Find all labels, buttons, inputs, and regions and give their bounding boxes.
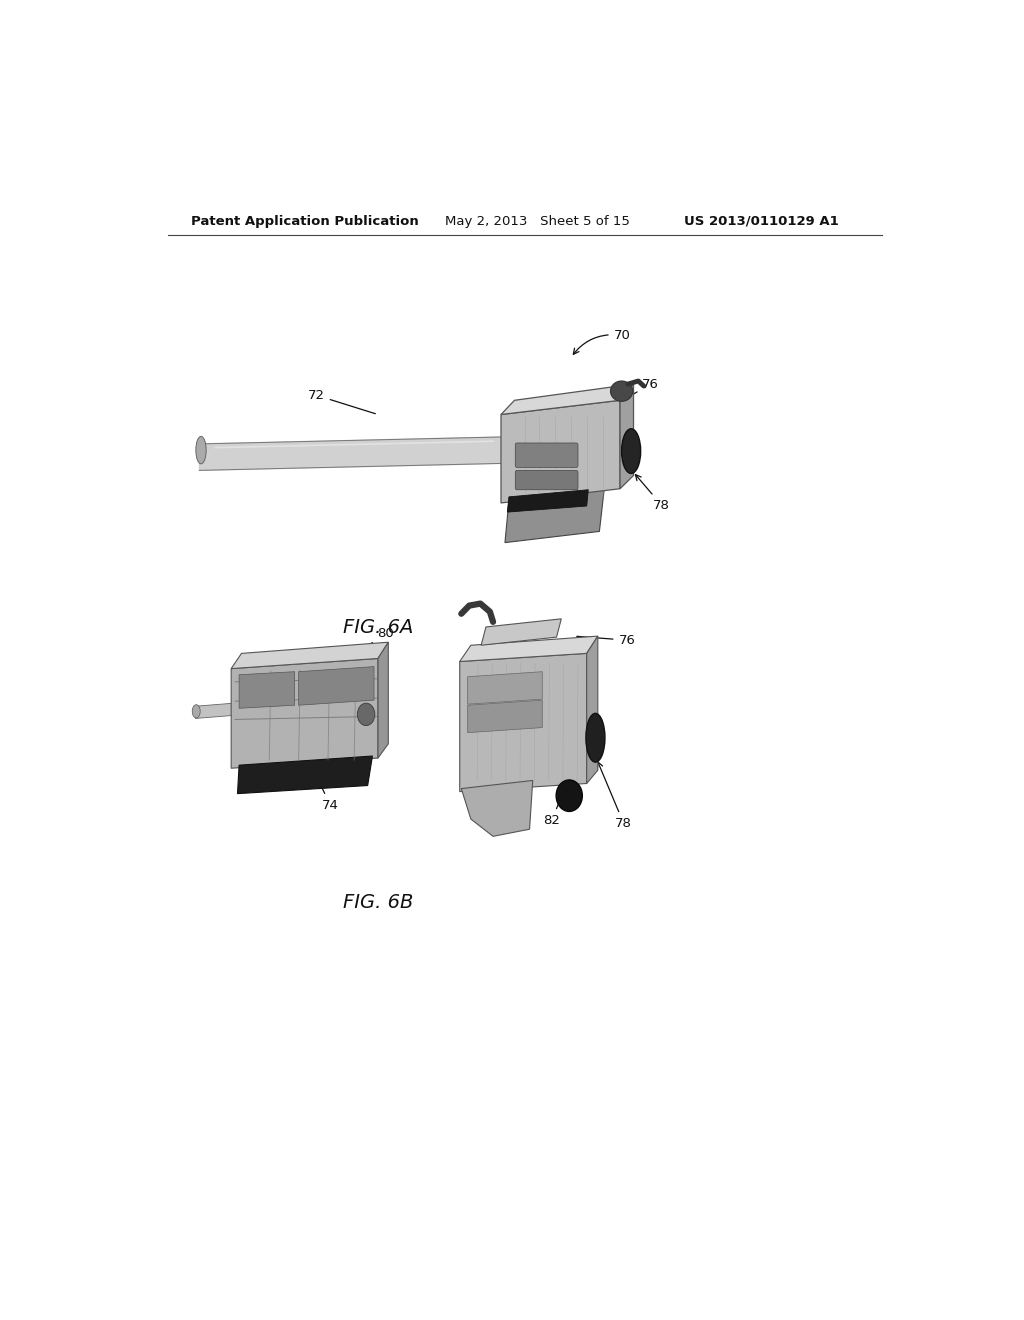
Text: Patent Application Publication: Patent Application Publication (191, 215, 419, 228)
Polygon shape (461, 780, 532, 837)
Text: US 2013/0110129 A1: US 2013/0110129 A1 (684, 215, 839, 228)
Polygon shape (481, 619, 561, 645)
Polygon shape (196, 704, 233, 718)
Polygon shape (299, 667, 374, 705)
Polygon shape (501, 384, 634, 414)
Polygon shape (200, 437, 505, 470)
Text: 72: 72 (308, 388, 376, 413)
Polygon shape (460, 653, 587, 792)
Polygon shape (231, 643, 388, 669)
Polygon shape (378, 643, 388, 758)
Text: 78: 78 (636, 475, 671, 512)
Polygon shape (240, 672, 295, 709)
Text: FIG. 6A: FIG. 6A (343, 619, 413, 638)
Text: 70: 70 (573, 329, 631, 354)
Text: 76: 76 (577, 634, 635, 647)
Polygon shape (620, 384, 634, 488)
Polygon shape (468, 672, 543, 704)
Text: 76: 76 (631, 378, 659, 396)
Text: 74: 74 (516, 508, 536, 540)
FancyBboxPatch shape (515, 470, 578, 490)
FancyBboxPatch shape (515, 444, 578, 467)
Polygon shape (238, 756, 373, 793)
Polygon shape (507, 490, 588, 512)
Polygon shape (587, 636, 598, 784)
Text: 80: 80 (346, 627, 394, 660)
Polygon shape (468, 700, 543, 733)
Text: 78: 78 (597, 762, 632, 830)
Text: FIG. 6B: FIG. 6B (343, 892, 413, 912)
Text: 74: 74 (319, 783, 339, 812)
Ellipse shape (622, 429, 641, 474)
Ellipse shape (196, 437, 206, 463)
Circle shape (357, 704, 375, 726)
Ellipse shape (610, 381, 633, 401)
Polygon shape (231, 659, 378, 768)
Polygon shape (501, 400, 620, 503)
Polygon shape (505, 490, 604, 543)
Ellipse shape (556, 780, 583, 812)
Ellipse shape (193, 705, 201, 718)
Polygon shape (460, 636, 598, 661)
Text: 82: 82 (544, 795, 562, 826)
Ellipse shape (586, 713, 605, 762)
Text: May 2, 2013   Sheet 5 of 15: May 2, 2013 Sheet 5 of 15 (445, 215, 631, 228)
